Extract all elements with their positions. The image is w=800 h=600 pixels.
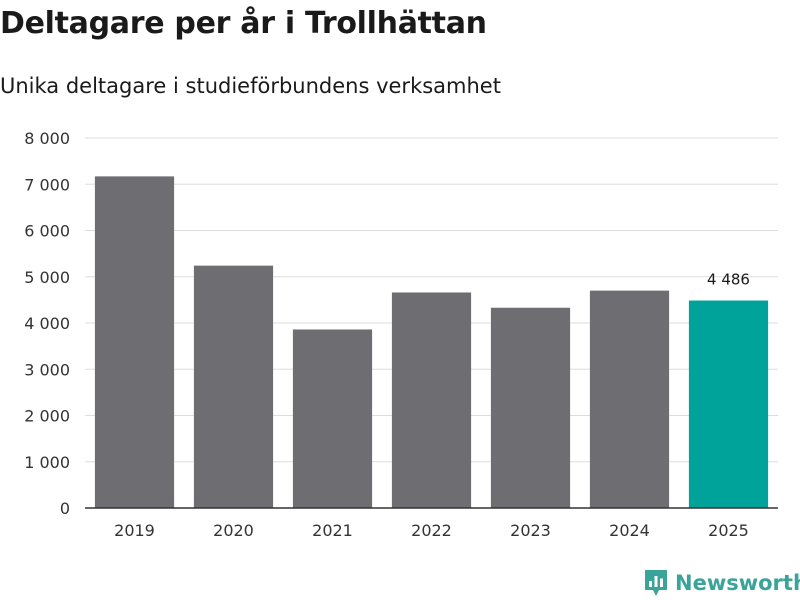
y-tick-label: 4 000	[24, 314, 70, 333]
bar-2019	[94, 176, 175, 508]
x-tick-label: 2025	[708, 521, 749, 540]
brand-logo: Newsworthy	[643, 568, 800, 598]
newsworthy-logo-icon	[645, 570, 667, 596]
y-tick-label: 7 000	[24, 175, 70, 194]
bar-2023	[490, 307, 571, 508]
bar-2024	[589, 290, 670, 508]
bar-2021	[292, 329, 373, 508]
y-tick-label: 5 000	[24, 268, 70, 287]
bar-2020	[193, 265, 274, 508]
y-tick-label: 0	[60, 499, 70, 518]
x-tick-label: 2020	[213, 521, 254, 540]
annotations: 4 486	[707, 271, 750, 289]
bars	[94, 176, 769, 508]
y-tick-label: 3 000	[24, 360, 70, 379]
bar-2025	[688, 300, 769, 508]
x-tick-label: 2022	[411, 521, 452, 540]
data-label: 4 486	[707, 271, 750, 289]
y-axis-tick-labels: 0 1 000 2 000 3 000 4 000 5 000 6 000 7 000 8 00…	[24, 129, 70, 518]
x-tick-label: 2024	[609, 521, 650, 540]
bar-2022	[391, 292, 472, 508]
y-tick-label: 1 000	[24, 453, 70, 472]
x-tick-label: 2021	[312, 521, 353, 540]
brand-name: Newsworthy	[675, 571, 800, 595]
chart-title: Deltagare per år i Trollhättan	[0, 6, 487, 41]
y-tick-label: 6 000	[24, 222, 70, 241]
x-tick-label: 2023	[510, 521, 551, 540]
x-axis-tick-labels: 2019 2020 2021 2022 2023 2024 2025	[114, 521, 749, 540]
y-tick-label: 2 000	[24, 407, 70, 426]
y-tick-label: 8 000	[24, 129, 70, 148]
x-tick-label: 2019	[114, 521, 155, 540]
chart-subtitle: Unika deltagare i studieförbundens verks…	[0, 74, 501, 98]
